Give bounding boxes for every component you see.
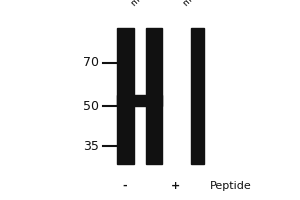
Text: +: +	[171, 181, 180, 191]
Text: 70: 70	[83, 56, 99, 70]
Text: mouse spleen: mouse spleen	[130, 0, 181, 8]
Text: -: -	[122, 181, 127, 191]
Bar	[190, 28, 204, 164]
Bar	[117, 28, 134, 164]
Bar	[146, 28, 162, 164]
Text: 35: 35	[83, 140, 99, 152]
Text: mouse spleen: mouse spleen	[181, 0, 232, 8]
Bar	[117, 95, 162, 106]
Text: 50: 50	[83, 99, 99, 112]
Text: Peptide: Peptide	[210, 181, 252, 191]
